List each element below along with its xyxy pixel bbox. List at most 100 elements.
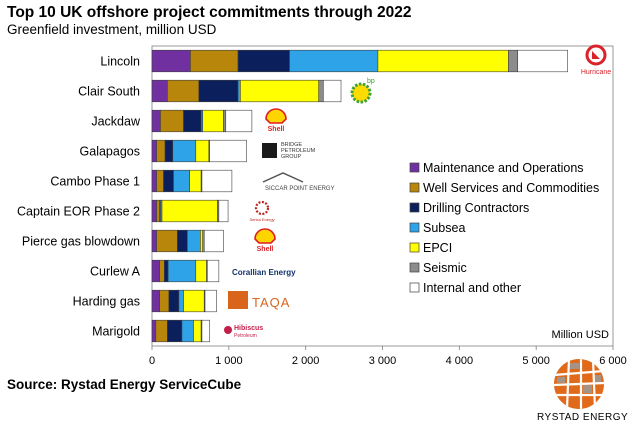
bar-segment <box>198 79 239 103</box>
bp-helios-icon <box>352 84 370 102</box>
bar-segment <box>202 109 224 133</box>
hurricane-icon <box>585 44 607 66</box>
bar-segment <box>151 49 191 73</box>
bar-segment <box>318 79 324 103</box>
bar-segment <box>151 79 168 103</box>
bar-segment <box>168 289 180 313</box>
bar-segment <box>289 49 379 73</box>
bar-segment <box>151 229 157 253</box>
x-tick-label: 2 000 <box>292 355 320 367</box>
taqa-logo-text: TAQA <box>252 295 290 310</box>
bar-segment <box>156 229 178 253</box>
bar-segment <box>517 49 568 73</box>
bar-segment <box>223 109 227 133</box>
chart-subtitle: Greenfield investment, million USD <box>7 22 217 37</box>
category-label: Marigold <box>92 325 140 339</box>
shell-logo-jackdaw: Shell <box>265 108 287 133</box>
bar-segment <box>159 289 170 313</box>
legend-label: Internal and other <box>423 281 521 295</box>
bar-segment <box>151 169 157 193</box>
bar-segment <box>156 139 166 163</box>
category-label: Harding gas <box>73 295 140 309</box>
bp-helios-ring <box>350 82 372 104</box>
shell-logo-text: Shell <box>268 126 285 133</box>
legend-label: Maintenance and Operations <box>423 161 584 175</box>
bar-segment <box>218 199 229 223</box>
bar-segment <box>167 259 197 283</box>
shell-logo-pierce: Shell <box>254 228 276 253</box>
bp-logo: bp <box>350 78 375 104</box>
hibiscus-logo-text-1: Hibiscus <box>234 325 263 332</box>
shell-pecten-icon <box>265 108 287 124</box>
bar-segment <box>151 289 160 313</box>
rystad-logo: RYSTAD ENERGY <box>537 355 629 425</box>
corallian-logo: Corallian Energy <box>232 268 296 277</box>
bar-segment <box>189 169 202 193</box>
bar-segment <box>323 79 342 103</box>
bar-segment <box>209 139 247 163</box>
bar-segment <box>163 169 174 193</box>
bar-segment <box>225 109 253 133</box>
corallian-logo-text: Corallian Energy <box>232 268 296 277</box>
bar-segment <box>240 79 320 103</box>
x-tick-label: 0 <box>149 355 155 367</box>
legend-label: Drilling Contractors <box>423 201 529 215</box>
bar-segment <box>151 199 157 223</box>
bp-logo-text: bp <box>367 78 375 85</box>
taqa-icon <box>228 291 248 309</box>
x-axis-label: Million USD <box>552 329 610 341</box>
bar-segment <box>156 199 160 223</box>
legend-swatch <box>409 262 420 273</box>
bar-segment <box>200 229 204 253</box>
bar-segment <box>151 319 157 343</box>
bar-segment <box>190 49 239 73</box>
bar-segment <box>195 139 210 163</box>
bar-segment <box>201 169 233 193</box>
legend-label: Well Services and Commodities <box>423 181 599 195</box>
siccar-icon <box>262 172 304 183</box>
x-tick-label: 1 000 <box>215 355 243 367</box>
category-label: Lincoln <box>100 55 140 69</box>
serica-logo: Serica Energy <box>249 200 275 222</box>
category-label: Cambo Phase 1 <box>50 175 140 189</box>
category-label: Galapagos <box>80 145 140 159</box>
serica-icon <box>254 200 270 216</box>
bridge-icon <box>262 143 277 158</box>
bar-segment <box>173 169 190 193</box>
category-label: Curlew A <box>90 265 141 279</box>
category-label: Clair South <box>78 85 140 99</box>
bar-segment <box>163 259 169 283</box>
shell-pecten-icon <box>254 228 276 244</box>
bar-segment <box>187 229 201 253</box>
category-label: Captain EOR Phase 2 <box>17 205 140 219</box>
bar-segment <box>164 139 174 163</box>
taqa-logo: TAQA <box>228 291 290 310</box>
bar-segment <box>183 289 205 313</box>
hurricane-logo-text: Hurricane <box>581 69 611 76</box>
bar-segment <box>160 109 184 133</box>
bar-segment <box>237 79 241 103</box>
category-label: Jackdaw <box>91 115 141 129</box>
bar-segment <box>156 169 164 193</box>
legend-label: Seismic <box>423 261 467 275</box>
globe-icon <box>554 359 604 409</box>
serica-logo-text: Serica Energy <box>249 217 274 222</box>
legend-label: Subsea <box>423 221 465 235</box>
bar-segment <box>203 229 224 253</box>
bridge-logo-text-2: PETROLEUM <box>281 148 316 154</box>
bar-segment <box>237 49 290 73</box>
hurricane-logo: Hurricane <box>581 44 611 76</box>
bar-segment <box>181 319 194 343</box>
brand-name: RYSTAD ENERGY <box>537 412 629 423</box>
legend-label: EPCI <box>423 241 452 255</box>
bar-segment <box>151 109 161 133</box>
bar-segment <box>177 229 188 253</box>
category-label: Pierce gas blowdown <box>22 235 140 249</box>
bridge-logo-text-3: GROUP <box>281 154 302 160</box>
hibiscus-icon <box>224 326 232 334</box>
bar-segment <box>167 79 200 103</box>
shell-logo-text: Shell <box>257 246 274 253</box>
